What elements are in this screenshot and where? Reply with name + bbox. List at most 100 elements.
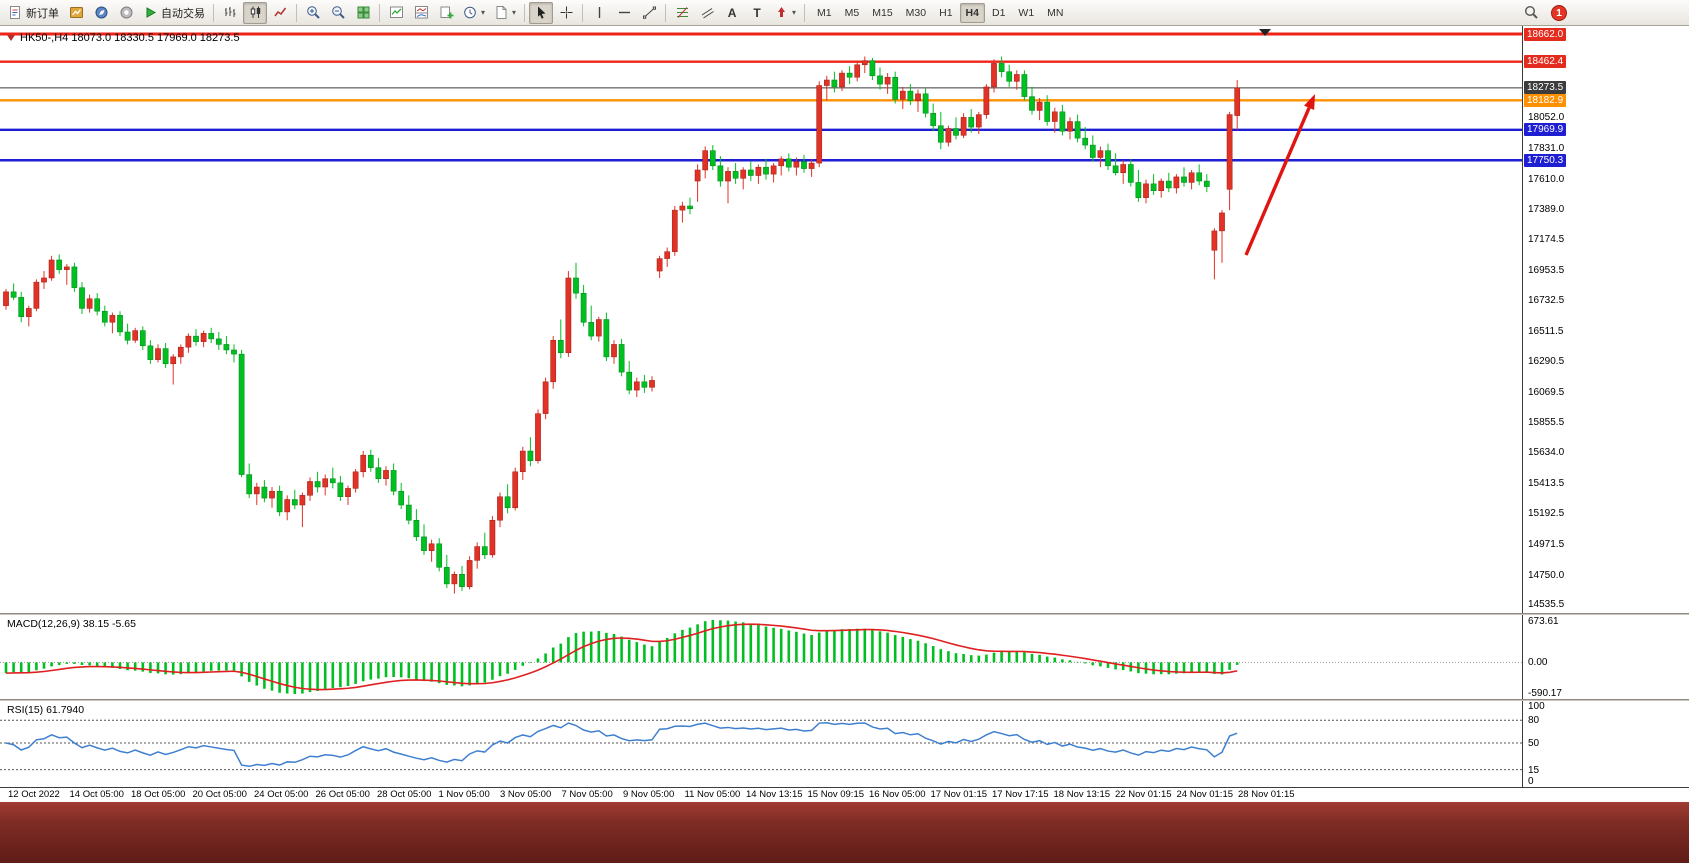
candlestick-chart[interactable] [0, 26, 1522, 613]
rsi-axis-tick: 100 [1528, 701, 1545, 712]
candle [816, 81, 823, 168]
timeframe-m15[interactable]: M15 [872, 6, 893, 19]
navigator-button[interactable] [89, 2, 113, 24]
profiles-button[interactable] [64, 2, 88, 24]
crosshair-button[interactable] [554, 2, 578, 24]
timeframe-d1[interactable]: D1 [991, 6, 1006, 19]
horizontal-line-button[interactable] [612, 2, 636, 24]
time-label: 12 Oct 2022 [8, 789, 60, 800]
indicator-window-button[interactable] [409, 2, 433, 24]
candle [991, 59, 997, 93]
trendline-button[interactable] [637, 2, 661, 24]
rsi-panel[interactable]: RSI(15) 61.7940 100 80 50 15 0 [0, 701, 1689, 787]
price-lines-layer[interactable] [0, 32, 1522, 162]
timeframe-m30[interactable]: M30 [905, 6, 927, 19]
candle [1188, 169, 1195, 190]
candle [428, 539, 435, 562]
tile-windows-button[interactable] [351, 2, 375, 24]
bar-chart-button[interactable] [218, 2, 242, 24]
panel-splitter[interactable] [0, 613, 1689, 615]
timeframe-toolbar: M1 M5 M15 M30 H1 H4 D1 W1 MN [811, 2, 1069, 23]
time-label: 20 Oct 05:00 [192, 789, 247, 800]
trendline-icon [642, 6, 656, 19]
timeframe-mn[interactable]: MN [1047, 6, 1064, 19]
periods-button[interactable]: ▾ [459, 2, 489, 24]
terminal-button[interactable] [114, 2, 138, 24]
zoom-in-icon [306, 6, 320, 19]
candle [307, 477, 313, 501]
timeframe-h4[interactable]: H4 [959, 2, 985, 23]
text-button[interactable]: A [720, 2, 744, 24]
price-tick: 16069.5 [1528, 386, 1565, 398]
chart-panel[interactable]: HK50-,H4 18073.0 18330.5 17969.0 18273.5… [0, 26, 1689, 613]
time-label: 17 Nov 01:15 [930, 789, 988, 800]
candle [595, 316, 602, 342]
candle [512, 467, 519, 511]
text-tool-icon: A [727, 5, 737, 20]
vertical-line-button[interactable] [587, 2, 611, 24]
candle [831, 71, 838, 93]
panel-splitter[interactable] [0, 699, 1689, 701]
candle [436, 538, 443, 572]
zoom-out-button[interactable] [326, 2, 350, 24]
candle [702, 146, 709, 179]
auto-trading-button[interactable]: 自动交易 [139, 2, 209, 24]
candle [808, 158, 815, 177]
macd-panel[interactable]: MACD(12,26,9) 38.15 -5.65 673.61 0.00 -590… [0, 615, 1689, 699]
fibonacci-button[interactable] [670, 2, 694, 24]
price-line-label: 18273.5 [1524, 81, 1567, 95]
candle [170, 354, 177, 385]
candle [1120, 160, 1127, 184]
collapse-triangle-icon[interactable] [7, 35, 15, 41]
candle [740, 167, 747, 190]
candle [193, 329, 199, 346]
candle [246, 463, 253, 499]
candle [208, 327, 215, 344]
price-line-label: 18462.4 [1524, 55, 1567, 69]
time-label: 28 Nov 01:15 [1238, 789, 1295, 800]
trend-arrow-annotation[interactable] [1244, 94, 1315, 256]
zoom-in-button[interactable] [301, 2, 325, 24]
time-label: 7 Nov 05:00 [561, 789, 613, 800]
candle [725, 167, 731, 204]
macd-axis[interactable]: 673.61 0.00 -590.17 [1522, 615, 1688, 699]
arrows-button[interactable]: ▾ [770, 2, 800, 24]
rsi-axis-tick: 0 [1528, 776, 1534, 787]
candlestick-chart-button[interactable] [243, 1, 267, 24]
search-button[interactable] [1519, 2, 1543, 24]
line-chart-button[interactable] [268, 2, 292, 24]
price-line-label: 17750.3 [1524, 153, 1567, 167]
time-label: 14 Nov 13:15 [746, 789, 803, 800]
rsi-line [5, 722, 1238, 768]
candle [147, 340, 154, 364]
toolbar: 新订单 自动交易 [0, 0, 1689, 26]
indicators-button[interactable] [384, 2, 408, 24]
candle [846, 66, 853, 85]
candle [238, 349, 245, 478]
time-label: 17 Nov 17:15 [992, 789, 1049, 800]
new-order-button[interactable]: 新订单 [4, 2, 63, 24]
timeframe-w1[interactable]: W1 [1018, 6, 1035, 19]
candle [352, 469, 359, 493]
templates-button[interactable]: ▾ [490, 2, 520, 24]
add-indicator-button[interactable] [434, 2, 458, 24]
clock-icon [464, 6, 476, 19]
candle [291, 489, 298, 510]
time-label: 11 Nov 05:00 [684, 789, 741, 800]
price-tick: 15413.5 [1528, 477, 1565, 489]
notification-badge[interactable]: 1 [1551, 4, 1567, 21]
chart-title: HK50-,H4 18073.0 18330.5 17969.0 18273.5 [7, 32, 240, 44]
channel-button[interactable] [695, 2, 719, 24]
rsi-axis[interactable]: 100 80 50 15 0 [1522, 701, 1688, 787]
candle [1089, 135, 1096, 162]
timeframe-m5[interactable]: M5 [844, 6, 860, 19]
time-axis[interactable]: 12 Oct 2022 14 Oct 05:00 18 Oct 05:00 20 Oc… [0, 787, 1689, 802]
timeframe-m1[interactable]: M1 [817, 6, 832, 19]
candle [1203, 174, 1210, 193]
timeframe-h1[interactable]: H1 [939, 6, 953, 19]
price-axis[interactable]: 18052.0 17831.0 17610.0 17389.0 17174.5 16953… [1522, 26, 1688, 613]
cursor-button[interactable] [529, 1, 554, 24]
candle [899, 86, 906, 110]
text-label-button[interactable]: T [745, 2, 769, 24]
candle [877, 67, 883, 90]
